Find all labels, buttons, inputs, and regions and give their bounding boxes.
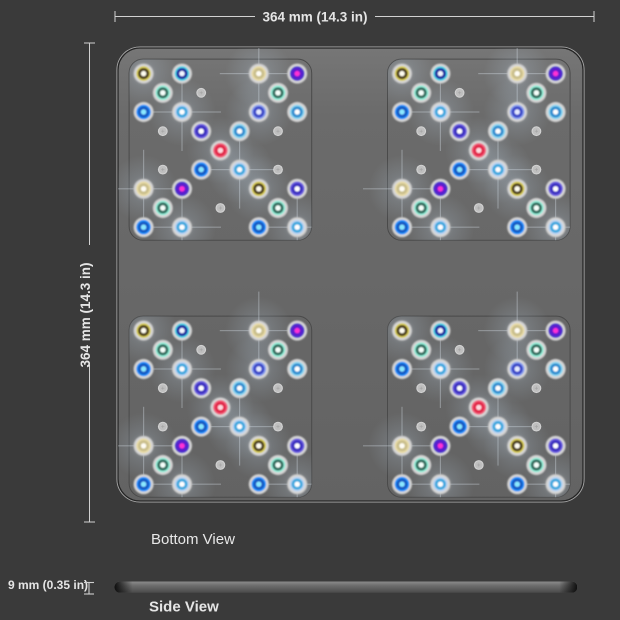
svg-text:364 mm (14.3 in): 364 mm (14.3 in) [262, 10, 367, 25]
svg-text:Side View: Side View [149, 599, 219, 616]
svg-text:9 mm (0.35 in): 9 mm (0.35 in) [8, 578, 88, 592]
svg-text:364 mm (14.3 in): 364 mm (14.3 in) [78, 262, 93, 367]
svg-text:Bottom View: Bottom View [151, 531, 235, 548]
